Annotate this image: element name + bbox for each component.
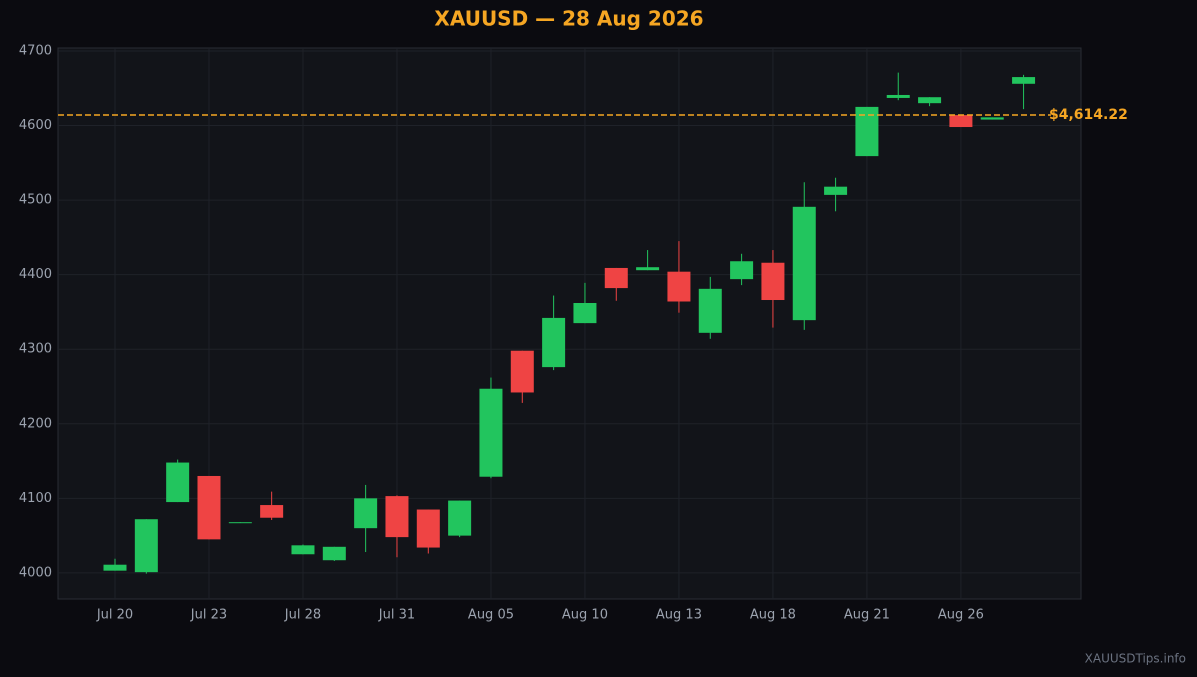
x-tick-label: Aug 18 xyxy=(750,608,796,623)
candle-body xyxy=(573,302,597,324)
candle-body xyxy=(918,97,942,104)
y-tick-label: 4500 xyxy=(19,193,52,208)
candle-body xyxy=(228,522,252,524)
candle-body xyxy=(636,267,660,271)
candle-body xyxy=(698,288,722,333)
candle-body xyxy=(604,267,628,289)
x-tick-label: Aug 21 xyxy=(844,608,890,623)
x-tick-label: Aug 13 xyxy=(656,608,702,623)
candle-body xyxy=(761,262,785,301)
candle-body xyxy=(448,500,472,536)
candle-body xyxy=(542,317,566,368)
x-tick-label: Jul 31 xyxy=(378,608,415,623)
x-tick-label: Aug 05 xyxy=(468,608,514,623)
y-tick-label: 4100 xyxy=(19,491,52,506)
candle-body xyxy=(667,271,691,302)
candle-body xyxy=(354,498,378,529)
candle-body xyxy=(260,505,284,518)
candle-body xyxy=(385,496,409,538)
candle-body xyxy=(166,462,190,503)
candle-body xyxy=(824,186,848,195)
candle-body xyxy=(197,475,221,540)
x-tick-label: Jul 23 xyxy=(190,608,227,623)
plot-area xyxy=(57,47,1082,600)
candle-body xyxy=(291,545,315,555)
candle-body xyxy=(886,94,910,98)
candle-body xyxy=(510,350,534,393)
candle-body xyxy=(855,106,879,157)
watermark: XAUUSDTips.info xyxy=(1085,652,1186,666)
y-tick-label: 4700 xyxy=(19,43,52,58)
x-tick-label: Jul 28 xyxy=(284,608,321,623)
x-tick-label: Aug 10 xyxy=(562,608,608,623)
x-tick-label: Aug 26 xyxy=(938,608,984,623)
candle-body xyxy=(730,261,754,280)
y-tick-label: 4400 xyxy=(19,267,52,282)
candle-body xyxy=(792,206,816,321)
y-tick-label: 4600 xyxy=(19,118,52,133)
price-label: $4,614.22 xyxy=(1049,107,1128,123)
x-tick-label: Jul 20 xyxy=(96,608,133,623)
chart-title: XAUUSD — 28 Aug 2026 xyxy=(434,7,703,31)
y-tick-label: 4200 xyxy=(19,416,52,431)
candle-body xyxy=(479,388,503,477)
candle-body xyxy=(103,564,127,571)
candle-body xyxy=(322,546,346,561)
y-tick-label: 4300 xyxy=(19,342,52,357)
y-tick-label: 4000 xyxy=(19,565,52,580)
candle-body xyxy=(949,115,973,128)
candle-body xyxy=(980,117,1004,120)
candle-body xyxy=(416,509,440,548)
candle-body xyxy=(134,519,158,573)
candle-body xyxy=(1012,77,1036,84)
